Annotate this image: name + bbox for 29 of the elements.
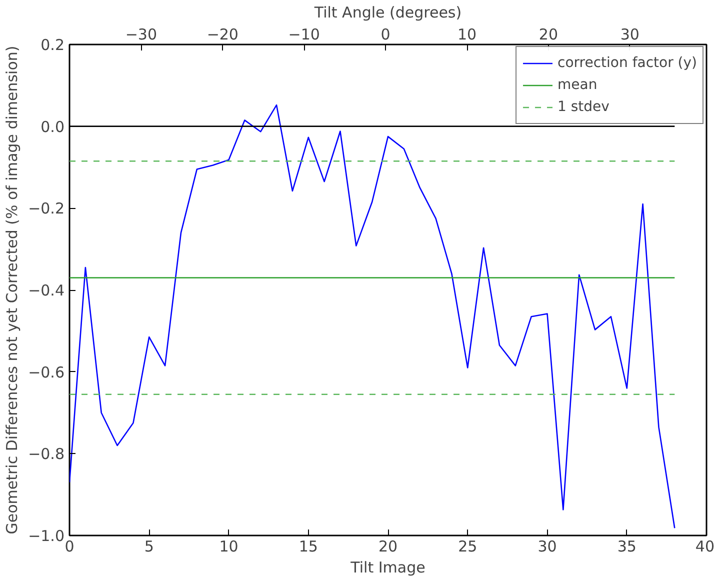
y-tick-label: −0.4 [28,282,65,300]
x-tick-label: 25 [458,538,478,556]
x-tick-label: 5 [144,538,154,556]
x2-tick-label: −20 [206,26,238,44]
y-tick-label: 0.0 [40,118,65,136]
y-tick-label: −0.8 [28,445,65,464]
x2-tick-label: −30 [125,26,158,44]
x-tick-label: 30 [538,538,557,556]
x-tick-label: 0 [64,538,74,556]
legend-label: 1 stdev [558,99,610,115]
x-tick-label: 20 [378,538,398,556]
x-tick-label: 40 [695,538,714,556]
x2-tick-label: 20 [538,26,558,44]
x2-axis-title: Tilt Angle (degrees) [313,4,462,22]
y-tick-label: −0.6 [28,363,65,382]
y-tick-label: −1.0 [28,527,65,545]
x-axis-title: Tilt Image [350,558,426,576]
x2-tick-label: −10 [288,26,320,44]
x2-tick-label: 10 [457,26,477,44]
x2-tick-label: 30 [620,26,640,44]
legend-label: correction factor (y) [558,55,697,71]
y-tick-label: −0.2 [28,200,65,218]
x-tick-label: 15 [298,538,318,556]
legend-label: mean [558,77,598,93]
x2-tick-label: 0 [380,26,390,44]
y-tick-label: 0.2 [40,36,65,54]
x-tick-label: 10 [219,538,238,556]
y-axis-title: Geometric Differences not yet Corrected (% of image dimension) [3,46,22,534]
x-tick-label: 35 [617,538,636,556]
